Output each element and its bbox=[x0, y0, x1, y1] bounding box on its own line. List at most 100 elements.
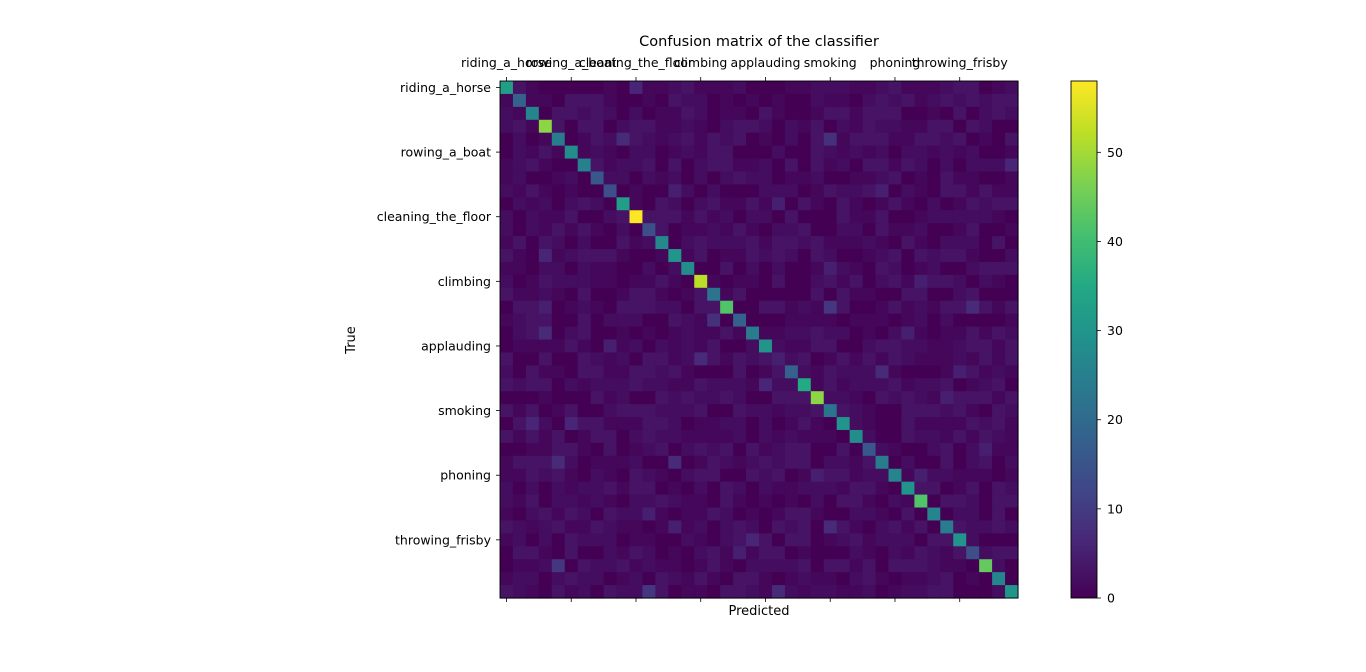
matrix-cell bbox=[746, 287, 760, 302]
matrix-cell bbox=[551, 210, 566, 224]
matrix-cell bbox=[849, 352, 864, 366]
matrix-cell bbox=[992, 119, 1006, 134]
matrix-cell bbox=[759, 236, 773, 250]
matrix-cell bbox=[616, 132, 631, 147]
matrix-cell bbox=[979, 261, 993, 276]
matrix-cell bbox=[746, 494, 760, 509]
matrix-cell bbox=[927, 546, 941, 560]
matrix-cell bbox=[538, 81, 553, 95]
matrix-cell bbox=[512, 391, 527, 405]
matrix-cell bbox=[940, 533, 954, 547]
matrix-cell bbox=[590, 429, 605, 444]
matrix-cell bbox=[862, 236, 877, 250]
matrix-cell bbox=[953, 533, 967, 547]
matrix-cell bbox=[500, 391, 514, 405]
matrix-cell bbox=[810, 572, 825, 586]
matrix-cell bbox=[616, 442, 631, 457]
matrix-cell bbox=[590, 365, 605, 379]
matrix-cell bbox=[590, 339, 605, 354]
matrix-cell bbox=[797, 417, 812, 431]
matrix-cell bbox=[642, 546, 656, 560]
matrix-cell bbox=[823, 249, 838, 263]
matrix-cell bbox=[681, 572, 695, 586]
matrix-cell bbox=[746, 520, 760, 534]
matrix-cell bbox=[849, 106, 864, 121]
matrix-cell bbox=[733, 442, 747, 457]
chart-title: Confusion matrix of the classifier bbox=[639, 34, 879, 50]
axis-ticks: riding_a_horseriding_a_horserowing_a_boa… bbox=[377, 55, 1008, 602]
matrix-cell bbox=[707, 455, 721, 470]
matrix-cell bbox=[849, 300, 864, 315]
matrix-cell bbox=[629, 300, 644, 315]
matrix-cell bbox=[979, 274, 993, 289]
matrix-cell bbox=[966, 132, 980, 147]
matrix-cell bbox=[525, 417, 540, 431]
matrix-cell bbox=[836, 365, 851, 379]
matrix-cell bbox=[694, 210, 708, 224]
matrix-cell bbox=[979, 236, 993, 250]
matrix-cell bbox=[849, 533, 864, 547]
matrix-cell bbox=[927, 404, 941, 418]
matrix-cell bbox=[888, 546, 903, 560]
matrix-cell bbox=[603, 442, 618, 457]
matrix-cell bbox=[862, 352, 877, 366]
matrix-cell bbox=[953, 313, 967, 328]
matrix-cell bbox=[694, 339, 708, 354]
matrix-cell bbox=[733, 106, 747, 121]
matrix-cell bbox=[590, 442, 605, 457]
matrix-cell bbox=[694, 158, 708, 173]
matrix-cell bbox=[810, 326, 825, 341]
matrix-cell bbox=[940, 184, 954, 198]
matrix-cell bbox=[992, 404, 1006, 418]
matrix-cell bbox=[849, 171, 864, 186]
matrix-cell bbox=[577, 520, 592, 534]
matrix-cell bbox=[771, 378, 786, 392]
matrix-cell bbox=[629, 210, 644, 224]
matrix-cell bbox=[577, 507, 592, 522]
matrix-cell bbox=[577, 158, 592, 173]
matrix-cell bbox=[823, 533, 838, 547]
matrix-cell bbox=[759, 365, 773, 379]
colorbar-tick-label: 50 bbox=[1107, 145, 1123, 160]
matrix-cell bbox=[1005, 429, 1019, 444]
matrix-cell bbox=[1005, 559, 1019, 573]
matrix-cell bbox=[668, 313, 682, 328]
matrix-cell bbox=[551, 404, 566, 418]
matrix-cell bbox=[616, 533, 631, 547]
matrix-cell bbox=[500, 81, 514, 95]
matrix-cell bbox=[810, 184, 825, 198]
matrix-cell bbox=[771, 585, 786, 599]
matrix-cell bbox=[979, 339, 993, 354]
matrix-cell bbox=[707, 572, 721, 586]
matrix-cell bbox=[668, 442, 682, 457]
matrix-cell bbox=[823, 93, 838, 108]
matrix-cell bbox=[979, 326, 993, 341]
matrix-cell bbox=[577, 261, 592, 276]
matrix-cell bbox=[784, 520, 799, 534]
matrix-cell bbox=[681, 106, 695, 121]
matrix-cell bbox=[875, 404, 890, 418]
matrix-cell bbox=[668, 391, 682, 405]
matrix-cell bbox=[538, 455, 553, 470]
matrix-cell bbox=[590, 559, 605, 573]
matrix-cell bbox=[512, 132, 527, 147]
matrix-cell bbox=[538, 520, 553, 534]
matrix-cell bbox=[784, 236, 799, 250]
matrix-cell bbox=[538, 326, 553, 341]
matrix-cell bbox=[642, 261, 656, 276]
matrix-cell bbox=[733, 184, 747, 198]
matrix-cell bbox=[771, 210, 786, 224]
matrix-cell bbox=[771, 287, 786, 302]
matrix-cell bbox=[992, 249, 1006, 263]
matrix-cell bbox=[733, 585, 747, 599]
matrix-cell bbox=[720, 546, 734, 560]
matrix-cell bbox=[655, 520, 669, 534]
x-tick-label: climbing bbox=[674, 55, 727, 70]
matrix-cell bbox=[901, 93, 915, 108]
matrix-cell bbox=[694, 145, 708, 160]
matrix-cell bbox=[525, 507, 540, 522]
matrix-cell bbox=[901, 223, 915, 237]
matrix-cell bbox=[512, 158, 527, 173]
matrix-cell bbox=[668, 520, 682, 534]
matrix-cell bbox=[797, 236, 812, 250]
